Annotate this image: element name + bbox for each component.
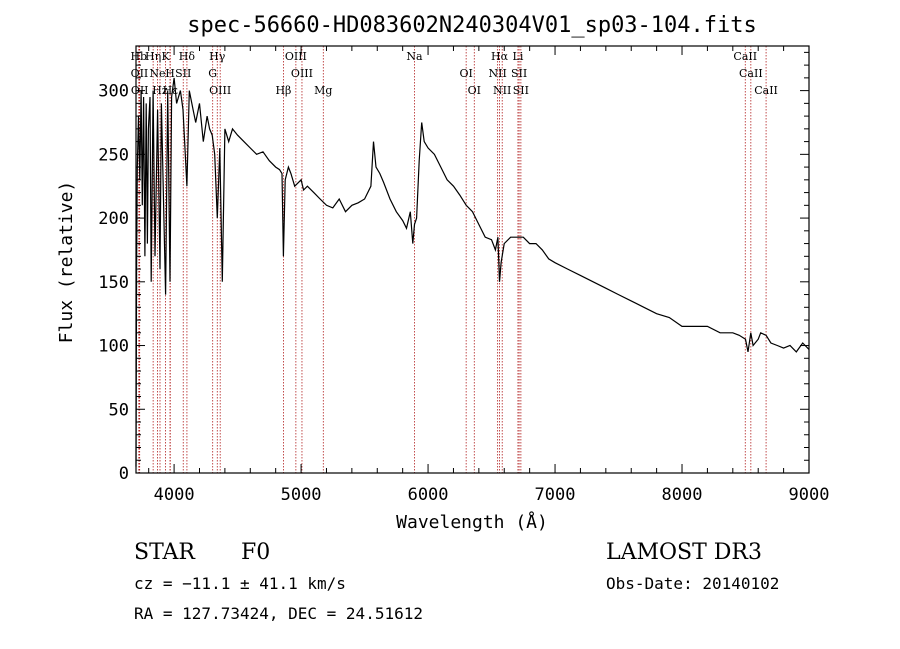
coordinates-text: RA = 127.73424, DEC = 24.51612	[134, 604, 423, 623]
line-marker-label: OI	[459, 67, 472, 80]
line-marker-label: Hz	[152, 84, 168, 97]
line-markers	[138, 46, 767, 473]
line-marker-label: NII	[488, 67, 506, 80]
y-tick-label: 0	[119, 464, 129, 484]
line-marker-label: SII	[175, 67, 191, 80]
y-tick-label: 300	[98, 82, 129, 102]
line-marker-label: Hε	[163, 84, 179, 97]
line-marker-label: Li	[513, 50, 524, 63]
line-marker-label: CaII	[739, 67, 763, 80]
y-axis-label: Flux (relative)	[56, 181, 77, 344]
plot-frame	[135, 45, 810, 474]
x-tick-label: 5000	[281, 485, 322, 505]
x-tick-label: 4000	[154, 485, 195, 505]
x-tick-label: 9000	[789, 485, 830, 505]
line-marker-label: OII	[131, 67, 149, 80]
line-marker-label: Hγ	[209, 50, 226, 63]
spectrum-line	[135, 77, 810, 467]
line-marker-label: OIII	[209, 84, 231, 97]
object-subclass: F0	[241, 540, 270, 565]
redshift-text: cz = −11.1 ± 41.1 km/s	[134, 574, 346, 593]
line-marker-label: SII	[511, 67, 527, 80]
y-tick-label: 200	[98, 209, 129, 229]
line-marker-label: Hβ	[275, 84, 291, 97]
y-tick-label: 150	[98, 273, 129, 293]
line-marker-label: SII	[513, 84, 529, 97]
survey-name: LAMOST DR3	[606, 540, 762, 565]
line-marker-labels: HbOIIOIIHηNeHzKHHεHδSIIOIIIHγGHβOIIIOIII…	[130, 50, 777, 97]
line-marker-label: OIII	[285, 50, 307, 63]
line-marker-label: Hδ	[179, 50, 196, 63]
object-class: STAR	[134, 540, 196, 565]
line-marker-label: OI	[468, 84, 481, 97]
line-marker-label: Hη	[145, 50, 161, 63]
chart-title: spec-56660-HD083602N240304V01_sp03-104.f…	[187, 13, 757, 38]
y-tick-label: 250	[98, 145, 129, 165]
line-marker-label: OIII	[291, 67, 313, 80]
x-tick-label: 7000	[535, 485, 576, 505]
line-marker-label: H	[165, 67, 175, 80]
line-marker-label: CaII	[733, 50, 757, 63]
line-marker-label: Hα	[491, 50, 509, 63]
y-tick-label: 50	[109, 400, 129, 420]
observation-date: Obs-Date: 20140102	[606, 574, 779, 593]
line-marker-label: Hb	[130, 50, 147, 63]
line-marker-label: G	[208, 67, 217, 80]
x-axis-label: Wavelength (Å)	[396, 511, 548, 533]
line-marker-label: Na	[406, 50, 423, 63]
y-tick-label: 100	[98, 337, 129, 357]
line-marker-label: Mg	[314, 84, 332, 97]
line-marker-label: Ne	[149, 67, 165, 80]
x-tick-label: 6000	[408, 485, 449, 505]
x-axis-ticks: 4000 5000 6000 7000 8000 9000	[148, 46, 830, 505]
line-marker-label: K	[161, 50, 170, 63]
line-marker-label: CaII	[754, 84, 778, 97]
y-axis-ticks: 0 50 100 150 200 250 300	[98, 51, 809, 484]
x-tick-label: 8000	[662, 485, 703, 505]
line-marker-label: NII	[493, 84, 511, 97]
